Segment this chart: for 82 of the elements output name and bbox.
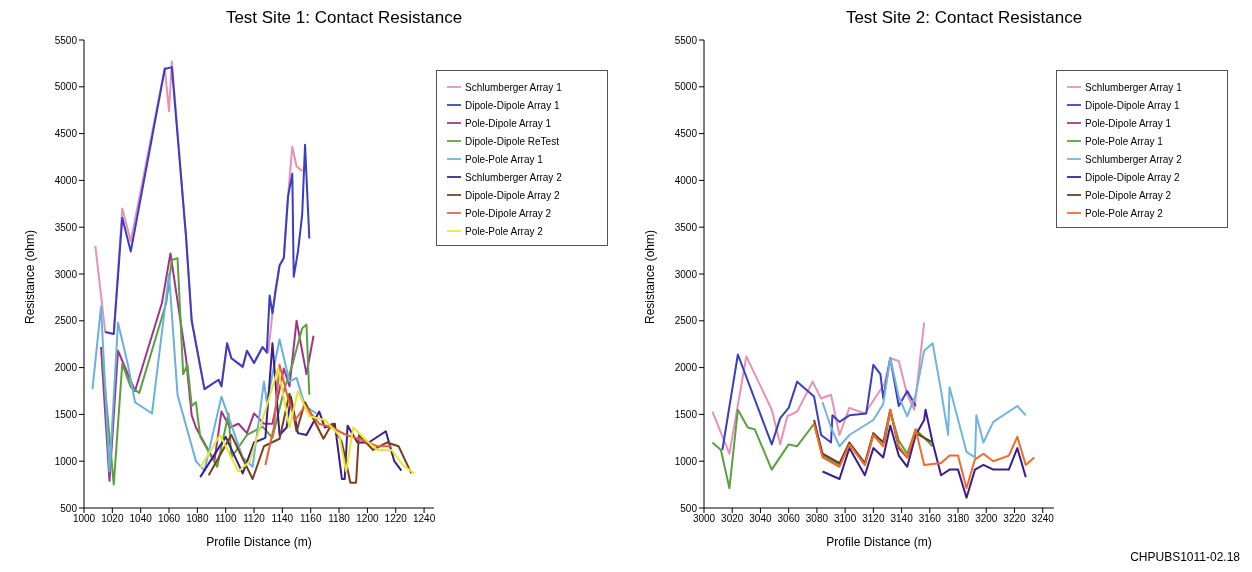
x-tick-label: 3160 [918,513,942,525]
y-tick-label: 500 [680,502,698,514]
line-series [207,392,413,484]
legend-label: Dipole-Dipole Array 2 [465,190,560,201]
x-tick-label: 1100 [214,513,237,525]
text: CHPUBS1011-02.18 [1130,550,1240,564]
y-tick-label: 1500 [674,408,698,420]
legend-label: Pole-Dipole Array 1 [1085,118,1172,129]
y-tick-label: 5500 [674,34,698,46]
legend-label: Dipole-Dipole Array 2 [1085,172,1180,183]
legend-label: Pole-Pole Array 1 [465,154,543,165]
line-series [821,408,1027,499]
y-tick-label: 5000 [54,81,78,93]
legend-label: Schlumberger Array 1 [1085,82,1182,93]
line-series [821,342,1027,459]
x-tick-label: 3020 [721,513,744,525]
line-series [264,363,393,466]
x-tick-label: 3000 [692,513,716,525]
x-tick-label: 1000 [72,513,96,525]
legend-label: Pole-Dipole Array 2 [465,208,552,219]
y-tick-label: 4500 [674,128,698,140]
y-tick-label: 4000 [54,174,78,186]
y-tick-label: 2500 [674,315,698,327]
y-axis-title: Resistance (ohm) [23,229,38,324]
x-tick-label: 3180 [946,513,970,525]
x-axis-title: Profile Distance (m) [826,535,932,549]
line-series [199,367,416,475]
x-tick-label: 1040 [129,513,153,525]
y-tick-label: 500 [60,502,78,514]
line-series [91,273,318,473]
y-tick-label: 3500 [54,221,78,233]
y-tick-label: 1500 [54,408,78,420]
legend-label: Pole-Dipole Array 2 [1085,190,1172,201]
y-tick-label: 4000 [674,174,698,186]
line-series [199,342,403,480]
legend-label: Dipole-Dipole ReTest [465,136,559,147]
x-tick-label: 1020 [101,513,124,525]
legend-label: Pole-Pole Array 2 [465,226,543,237]
chart-title: Test Site 2: Contact Resistance [844,8,1084,29]
x-tick-label: 1200 [356,513,379,525]
x-tick-label: 3080 [805,513,829,525]
x-tick-label: 1120 [243,513,266,525]
y-tick-label: 3500 [674,221,698,233]
y-axis-title: Resistance (ohm) [643,229,658,324]
legend-label: Pole-Dipole Array 1 [465,118,552,129]
legend-label: Pole-Pole Array 1 [1085,136,1163,147]
line-series [813,408,1036,490]
y-tick-label: 3000 [674,268,698,280]
y-tick-label: 5000 [674,81,698,93]
legend-label: Schlumberger Array 2 [1085,154,1182,165]
x-tick-label: 3140 [890,513,914,525]
y-tick-label: 5500 [54,34,78,46]
legend-label: Dipole-Dipole Array 1 [465,100,560,111]
x-axis-title: Profile Distance (m) [206,535,312,549]
y-tick-label: 2000 [674,362,698,374]
legend-label: Schlumberger Array 1 [465,82,562,93]
y-tick-label: 4500 [54,128,78,140]
x-tick-label: 1160 [299,513,322,525]
x-tick-label: 1060 [157,513,181,525]
x-tick-label: 1080 [186,513,209,525]
x-tick-label: 3100 [834,513,857,525]
x-tick-label: 3060 [777,513,801,525]
legend-label: Schlumberger Array 2 [465,172,562,183]
x-tick-label: 3040 [749,513,773,525]
x-tick-label: 3120 [862,513,885,525]
chart-title: Test Site 1: Contact Resistance [224,8,464,29]
x-tick-label: 3240 [1031,513,1055,525]
x-tick-label: 1220 [384,513,408,525]
legend-label: Dipole-Dipole Array 1 [1085,100,1180,111]
y-tick-label: 3000 [54,268,78,280]
y-tick-label: 2000 [54,362,78,374]
y-tick-label: 1000 [54,455,78,467]
y-tick-label: 1000 [674,455,698,467]
x-tick-label: 1240 [412,513,436,525]
line-series [711,321,926,455]
x-tick-label: 3200 [975,513,998,525]
x-tick-label: 3220 [1003,513,1027,525]
y-tick-label: 2500 [54,315,78,327]
line-series [721,353,917,451]
legend-label: Pole-Pole Array 2 [1085,208,1163,219]
x-tick-label: 1180 [328,513,351,525]
x-tick-label: 1140 [271,513,294,525]
